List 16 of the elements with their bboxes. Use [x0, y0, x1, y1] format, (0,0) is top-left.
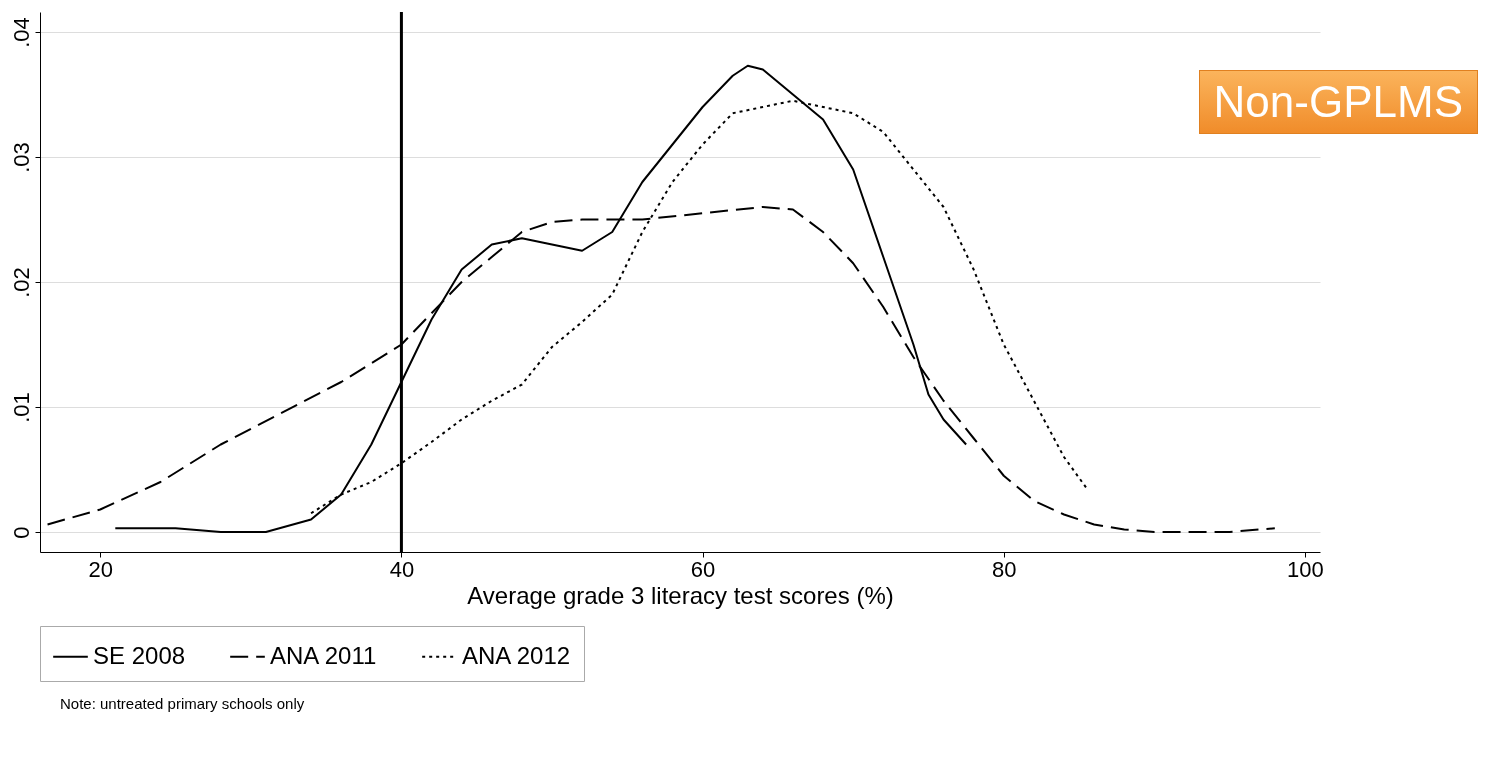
x-tick-label: 20 — [88, 556, 113, 582]
x-tick-label: 80 — [992, 556, 1017, 582]
annotation: Non-GPLMS — [1198, 70, 1478, 134]
x-tick-label: 40 — [389, 556, 415, 582]
legend-label: SE 2008 — [93, 641, 186, 669]
text: Note: untreated primary schools only — [60, 695, 306, 712]
y-tick-label: .01 — [8, 392, 34, 423]
legend-label: ANA 2011 — [270, 641, 377, 669]
x-axis-title: Average grade 3 literacy test scores (%) — [467, 581, 894, 609]
y-tick-label: .04 — [8, 17, 34, 48]
x-tick-label: 100 — [1287, 556, 1324, 582]
y-tick-label: .03 — [8, 142, 34, 173]
y-tick-label: .02 — [8, 267, 34, 298]
legend-label: ANA 2012 — [462, 641, 571, 669]
y-tick-label: 0 — [8, 526, 34, 539]
x-tick-label: 60 — [690, 556, 716, 582]
